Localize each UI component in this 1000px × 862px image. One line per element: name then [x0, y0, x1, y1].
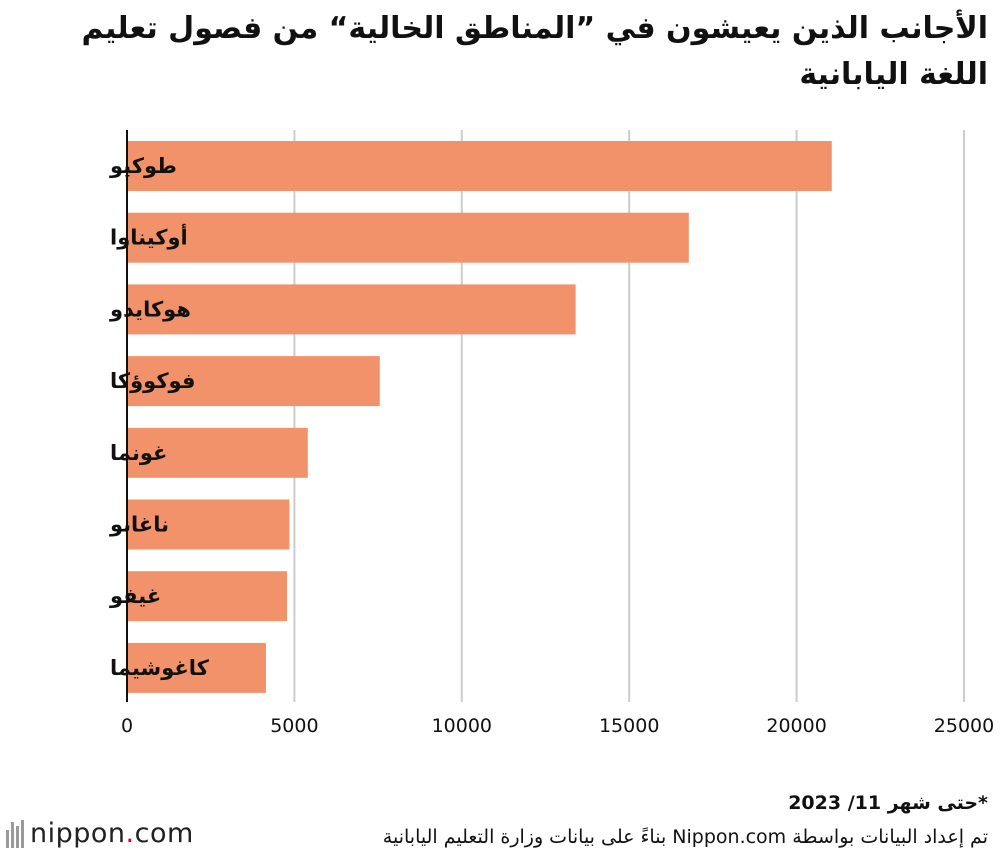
category-label: هوكايدو [109, 297, 191, 321]
x-tick-label: 5000 [270, 715, 318, 737]
x-tick-label: 10000 [432, 715, 492, 737]
logo-tld: com [134, 818, 194, 849]
bar [127, 356, 380, 407]
category-label: كاغوشيما [110, 656, 210, 680]
logo-dot: . [125, 818, 135, 849]
bar-chart: 0 5000 10000 15000 20000 25000 طوكيو أوكيناوا هو… [109, 130, 994, 737]
x-tick-label: 25000 [934, 715, 994, 737]
footnote: *حتى شهر 11/ 2023 [788, 792, 988, 814]
category-label: غيفو [109, 584, 161, 608]
bar [127, 427, 308, 478]
x-tick-label: 15000 [599, 715, 659, 737]
category-label: ناغانو [109, 513, 169, 537]
bar [127, 571, 288, 622]
chart-title: الأجانب الذين يعيشون في ”المناطق الخالية… [81, 11, 988, 92]
x-tick-label: 20000 [766, 715, 826, 737]
bar [127, 284, 576, 335]
logo-name: nippon [30, 818, 126, 849]
category-label: غونما [110, 441, 167, 465]
category-label: فوكوؤكا [110, 369, 195, 393]
bar [127, 642, 266, 693]
category-label: طوكيو [109, 154, 177, 178]
nippon-logo: nippon.com [6, 818, 194, 849]
source-note: تم إعداد البيانات بواسطة Nippon.com بناء… [382, 826, 988, 848]
bar [127, 212, 689, 263]
x-tick-label: 0 [121, 715, 133, 737]
logo-mark-icon [6, 819, 24, 848]
bar [127, 141, 832, 191]
category-label: أوكيناوا [110, 223, 188, 250]
bar [127, 499, 290, 550]
